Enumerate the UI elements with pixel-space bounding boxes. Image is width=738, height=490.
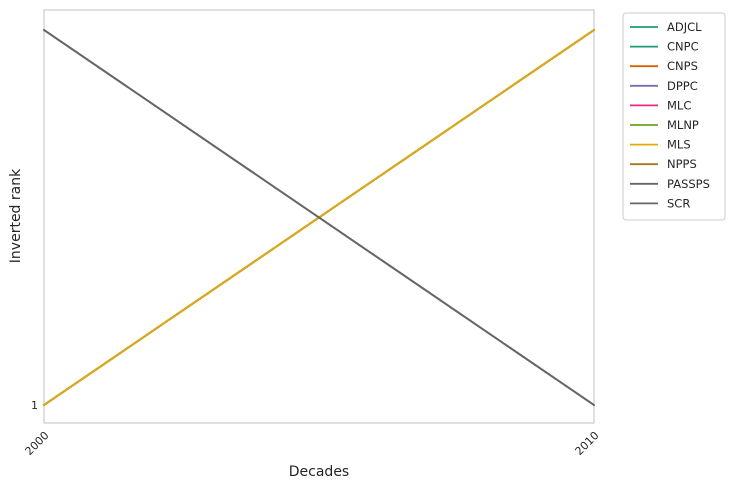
legend-label: DPPC: [667, 79, 698, 93]
legend-item: MLC: [630, 98, 691, 112]
y-tick-label: 1: [31, 399, 38, 412]
legend-label: MLC: [667, 98, 691, 112]
legend-item: CNPS: [630, 59, 698, 73]
legend-frame: [622, 12, 726, 221]
legend-label: MLS: [667, 138, 691, 152]
legend-label: MLNP: [667, 118, 699, 132]
ticks-layer: 2000 2010 1: [23, 399, 602, 458]
legend-item: MLS: [630, 138, 691, 152]
x-axis-label: Decades: [289, 464, 349, 480]
legend-item: DPPC: [630, 79, 698, 93]
legend-item: CNPC: [630, 40, 699, 54]
legend-item: SCR: [630, 196, 690, 210]
legend-label: SCR: [667, 196, 690, 210]
plot-frame: [43, 9, 595, 424]
legend-item: MLNP: [630, 118, 699, 132]
legend-item: PASSPS: [630, 177, 710, 191]
x-tick-label: 2010: [573, 429, 602, 458]
y-axis-label: Inverted rank: [8, 168, 24, 263]
legend-label: ADJCL: [667, 20, 702, 34]
legend-item: NPPS: [630, 157, 697, 171]
legend-label: CNPS: [667, 59, 698, 73]
legend-label: PASSPS: [667, 177, 710, 191]
legend: ADJCL CNPC CNPS DPPC MLC MLNP MLS NPPS PASSPS SCR: [622, 12, 726, 221]
x-tick-label: 2000: [23, 429, 52, 458]
series-line-scr: [43, 29, 595, 406]
legend-label: CNPC: [667, 40, 699, 54]
series-layer: [43, 29, 595, 406]
legend-item: ADJCL: [630, 20, 702, 34]
legend-label: NPPS: [667, 157, 697, 171]
